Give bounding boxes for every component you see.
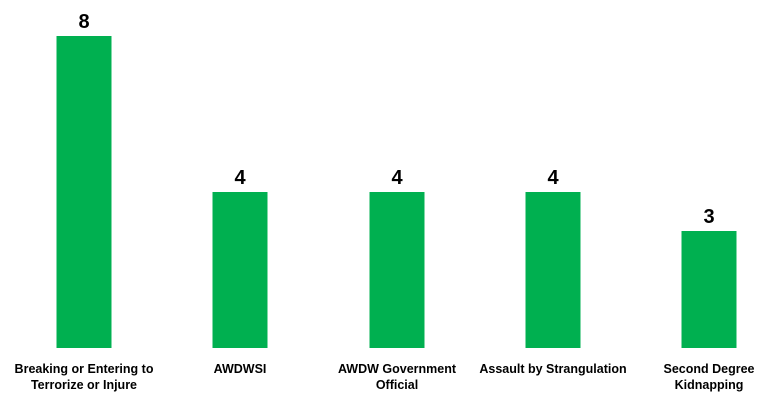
bar-2 <box>212 192 268 348</box>
category-label-line: Kidnapping <box>675 378 744 392</box>
value-label-3: 4 <box>391 167 403 189</box>
category-label-line: AWDW Government <box>338 362 457 376</box>
bar-5 <box>681 231 737 348</box>
value-label-1: 8 <box>78 11 89 33</box>
bar-4 <box>525 192 581 348</box>
value-labels-group: 8 4 4 4 3 <box>78 11 714 228</box>
category-label-line: Breaking or Entering to <box>15 362 154 376</box>
category-label-1: Breaking or Entering to Terrorize or Inju… <box>15 362 154 392</box>
value-label-2: 4 <box>234 167 246 189</box>
category-label-3: AWDW Government Official <box>338 362 457 392</box>
bar-3 <box>369 192 425 348</box>
bar-1 <box>56 36 112 348</box>
bars-group <box>56 36 737 348</box>
value-label-5: 3 <box>703 206 714 228</box>
category-label-4: Assault by Strangulation <box>479 362 626 376</box>
category-label-line: Official <box>376 378 418 392</box>
category-label-line: AWDWSI <box>214 362 267 376</box>
category-label-line: Assault by Strangulation <box>479 362 626 376</box>
category-label-line: Second Degree <box>663 362 754 376</box>
category-label-line: Terrorize or Injure <box>31 378 137 392</box>
category-label-5: Second Degree Kidnapping <box>663 362 754 392</box>
category-labels-group: Breaking or Entering to Terrorize or Inju… <box>15 362 755 392</box>
category-label-2: AWDWSI <box>214 362 267 376</box>
value-label-4: 4 <box>547 167 559 189</box>
